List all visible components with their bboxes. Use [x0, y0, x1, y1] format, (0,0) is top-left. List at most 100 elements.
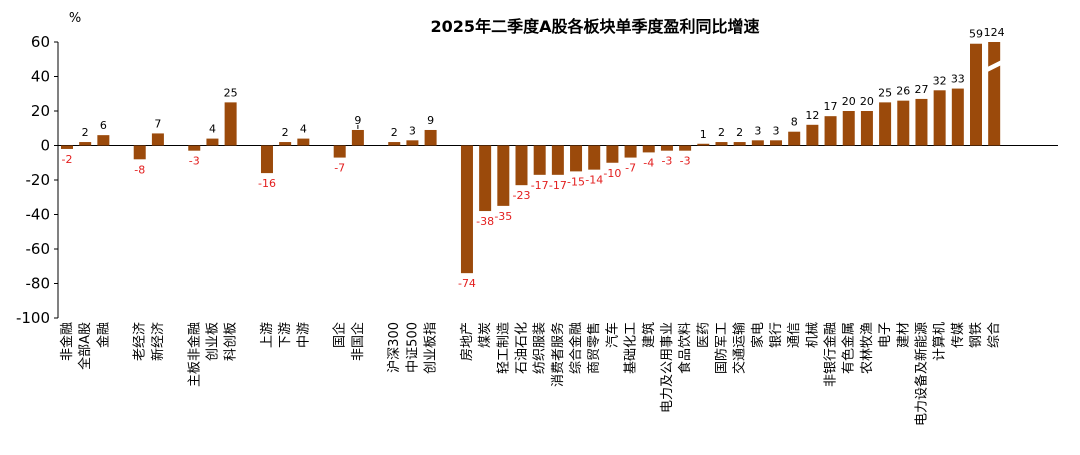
axis-break-marker	[986, 59, 1003, 73]
bar	[188, 145, 201, 151]
bar	[479, 145, 492, 212]
data-label: 3	[773, 124, 780, 137]
data-label: 59	[969, 28, 983, 41]
data-label: -3	[661, 155, 672, 168]
x-category-label: 纺织服装	[533, 322, 548, 374]
data-label: -7	[334, 162, 345, 175]
bar	[279, 142, 292, 146]
x-category-label: 银行	[769, 322, 784, 348]
bar	[842, 111, 855, 146]
bar	[642, 145, 655, 153]
bar	[660, 145, 673, 151]
data-label: 17	[824, 100, 838, 113]
data-label: 3	[754, 124, 761, 137]
y-tick-label: -40	[26, 206, 51, 224]
bar	[915, 98, 928, 146]
bar	[497, 145, 510, 206]
x-category-label: 综合	[987, 322, 1002, 348]
data-label: -16	[258, 177, 276, 190]
x-category-label: 电子	[878, 322, 893, 348]
bar	[570, 145, 583, 172]
x-category-label: 金融	[95, 322, 111, 348]
x-category-label: 沪深300	[386, 322, 402, 373]
data-label: -3	[189, 155, 200, 168]
data-label: 20	[860, 95, 874, 108]
x-category-label: 房地产	[459, 322, 475, 361]
y-tick-label: -60	[26, 240, 51, 258]
bar	[879, 102, 892, 146]
x-category-label: 下游	[278, 322, 293, 348]
bar	[860, 111, 873, 146]
x-category-label: 汽车	[604, 322, 620, 348]
x-category-label: 创业板指	[424, 322, 439, 374]
bar	[951, 88, 964, 146]
bar	[606, 145, 619, 163]
data-label: 12	[805, 109, 819, 122]
x-category-label: 电力设备及新能源	[913, 322, 929, 426]
bar	[788, 131, 801, 146]
x-category-label: 计算机	[933, 322, 948, 361]
data-label: 26	[896, 85, 910, 98]
data-label: 6	[100, 119, 107, 132]
bar	[206, 138, 219, 146]
category-labels: 非金融 全部A股 金融 老经济 新经济 主板非金融 创业板 科创板 上游 下游 中游 国企 非国企 沪深3…	[59, 322, 1002, 426]
x-category-label: 全部A股	[77, 322, 93, 370]
x-category-label: 上游	[260, 322, 275, 348]
bar	[933, 90, 946, 146]
data-label: 124	[984, 26, 1005, 39]
data-label: 20	[842, 95, 856, 108]
x-category-label: 国防军工	[713, 322, 729, 374]
bar	[588, 145, 601, 170]
data-label: 9	[427, 114, 434, 127]
bar	[551, 145, 564, 175]
x-category-label: 非金融	[59, 322, 75, 361]
x-category-label: 有色金属	[841, 322, 857, 374]
data-label: 7	[154, 117, 161, 130]
x-category-label: 国企	[332, 322, 348, 348]
data-label: 1	[700, 128, 707, 141]
data-label: 9	[354, 114, 361, 127]
bar	[351, 129, 364, 146]
bar	[970, 43, 982, 146]
bar	[515, 145, 528, 186]
data-label: -10	[603, 167, 621, 180]
data-label: -2	[62, 153, 73, 166]
data-label: -4	[643, 156, 654, 169]
x-category-label: 中游	[296, 322, 311, 348]
x-category-label: 基础化工	[624, 322, 639, 374]
bar	[715, 142, 728, 146]
y-unit-label: %	[69, 11, 81, 26]
bar	[151, 133, 164, 146]
x-category-label: 商贸零售	[586, 322, 602, 374]
data-label: -23	[513, 189, 531, 202]
bar	[751, 140, 764, 146]
bar	[224, 102, 237, 146]
bar	[133, 145, 146, 160]
x-category-label: 建筑	[641, 322, 657, 348]
data-label: -38	[476, 215, 494, 228]
data-label: -15	[567, 175, 585, 188]
y-tick-label: 40	[31, 68, 50, 86]
data-label: 2	[736, 126, 743, 139]
bar	[260, 145, 273, 174]
x-category-label: 新经济	[150, 322, 166, 361]
x-category-label: 老经济	[133, 322, 148, 361]
bar	[388, 142, 401, 146]
data-label: 27	[914, 83, 928, 96]
data-label: 32	[933, 74, 947, 87]
data-label: 3	[409, 124, 416, 137]
bar	[697, 143, 710, 146]
data-label: 2	[282, 126, 289, 139]
x-category-label: 通信	[787, 322, 802, 348]
bar	[770, 140, 783, 146]
data-label: 2	[391, 126, 398, 139]
data-label: -17	[549, 179, 567, 192]
x-category-label: 传媒	[951, 322, 966, 348]
data-label: 4	[300, 123, 307, 136]
bar	[297, 138, 310, 146]
x-category-label: 科创板	[224, 322, 239, 361]
y-tick-label: -100	[16, 309, 50, 327]
x-category-label: 石油石化	[515, 322, 530, 374]
